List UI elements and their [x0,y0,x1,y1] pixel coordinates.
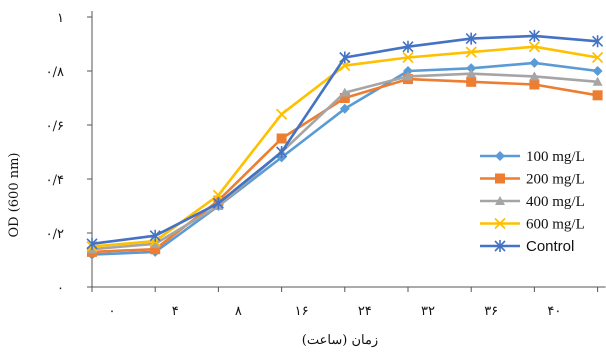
legend-item: Control [480,238,574,255]
data-point [150,238,161,248]
data-point [275,108,288,120]
legend-swatch-marker [494,217,506,230]
data-point [466,76,477,87]
data-point [276,133,287,144]
legend-label: Control [526,238,574,255]
data-point [529,71,540,81]
legend-label: 600 mg/L [526,217,585,233]
data-point [466,68,477,78]
y-tick-label: ۰/۸ [46,65,64,80]
data-point [529,57,540,68]
x-tick-label: ۸ [235,304,242,319]
data-point [212,189,225,201]
data-point [529,79,540,90]
y-tick-label: ۰/۴ [46,173,64,188]
x-tick-labels: ۰۴۸۱۶۲۴۳۲۳۶۴۰۴۸ [109,304,562,319]
legend: 100 mg/L 200 mg/L 400 mg/L 600 mg/L Control [480,149,585,255]
data-point [592,76,603,86]
x-tick-label: ۳۲ [421,304,435,319]
legend-swatch-marker [495,196,505,205]
y-tick-label: ۰/۲ [46,227,64,242]
data-point [149,229,161,242]
legend-label: 200 mg/L [526,172,585,188]
data-point [339,103,350,114]
data-point [466,63,477,74]
data-point [528,29,540,42]
legend-swatch-marker [495,173,505,184]
y-tick-labels: ۰ ۰/۲ ۰/۴ ۰/۶ ۰/۸ ۱ [46,11,64,296]
data-point [592,90,603,101]
data-point [339,93,350,103]
x-tick-label: ۲۴ [358,304,372,319]
data-point [465,32,477,45]
data-point [339,87,350,97]
data-point [465,46,477,58]
data-point [403,66,413,76]
y-tick-label: ۰ [57,281,64,296]
series-control [86,29,604,250]
series-layer [86,29,604,260]
x-tick-label: ۳۶ [484,304,498,319]
legend-item: 400 mg/L [480,194,585,210]
x-tick-label: ۴ [172,304,179,319]
legend-label: 100 mg/L [526,149,585,165]
legend-label: 400 mg/L [526,194,585,210]
legend-swatch-marker [494,240,506,252]
legend-item: 600 mg/L [480,217,585,233]
data-point [339,51,351,64]
y-tick-label: ۰/۶ [46,119,64,134]
data-point [592,35,604,48]
legend-swatch-marker [495,151,505,161]
data-point [86,237,98,250]
data-point [402,40,414,53]
legend-item: 200 mg/L [480,172,585,188]
data-point [403,71,413,81]
x-tick-label: ۴۰ [547,304,561,319]
data-point [592,66,603,76]
data-point [402,51,414,64]
y-axis-title: OD (600 nm) [7,152,22,237]
data-point [212,197,224,210]
x-tick-label: ۱۶ [295,304,309,319]
y-tick-label: ۱ [57,11,64,26]
x-axis-title: زمان (ساعت) [302,333,378,348]
data-point [276,146,288,158]
x-tick-label: ۰ [109,304,116,319]
data-point [528,41,541,53]
legend-item: 100 mg/L [480,149,585,165]
data-point [150,244,161,255]
data-point [591,51,604,64]
